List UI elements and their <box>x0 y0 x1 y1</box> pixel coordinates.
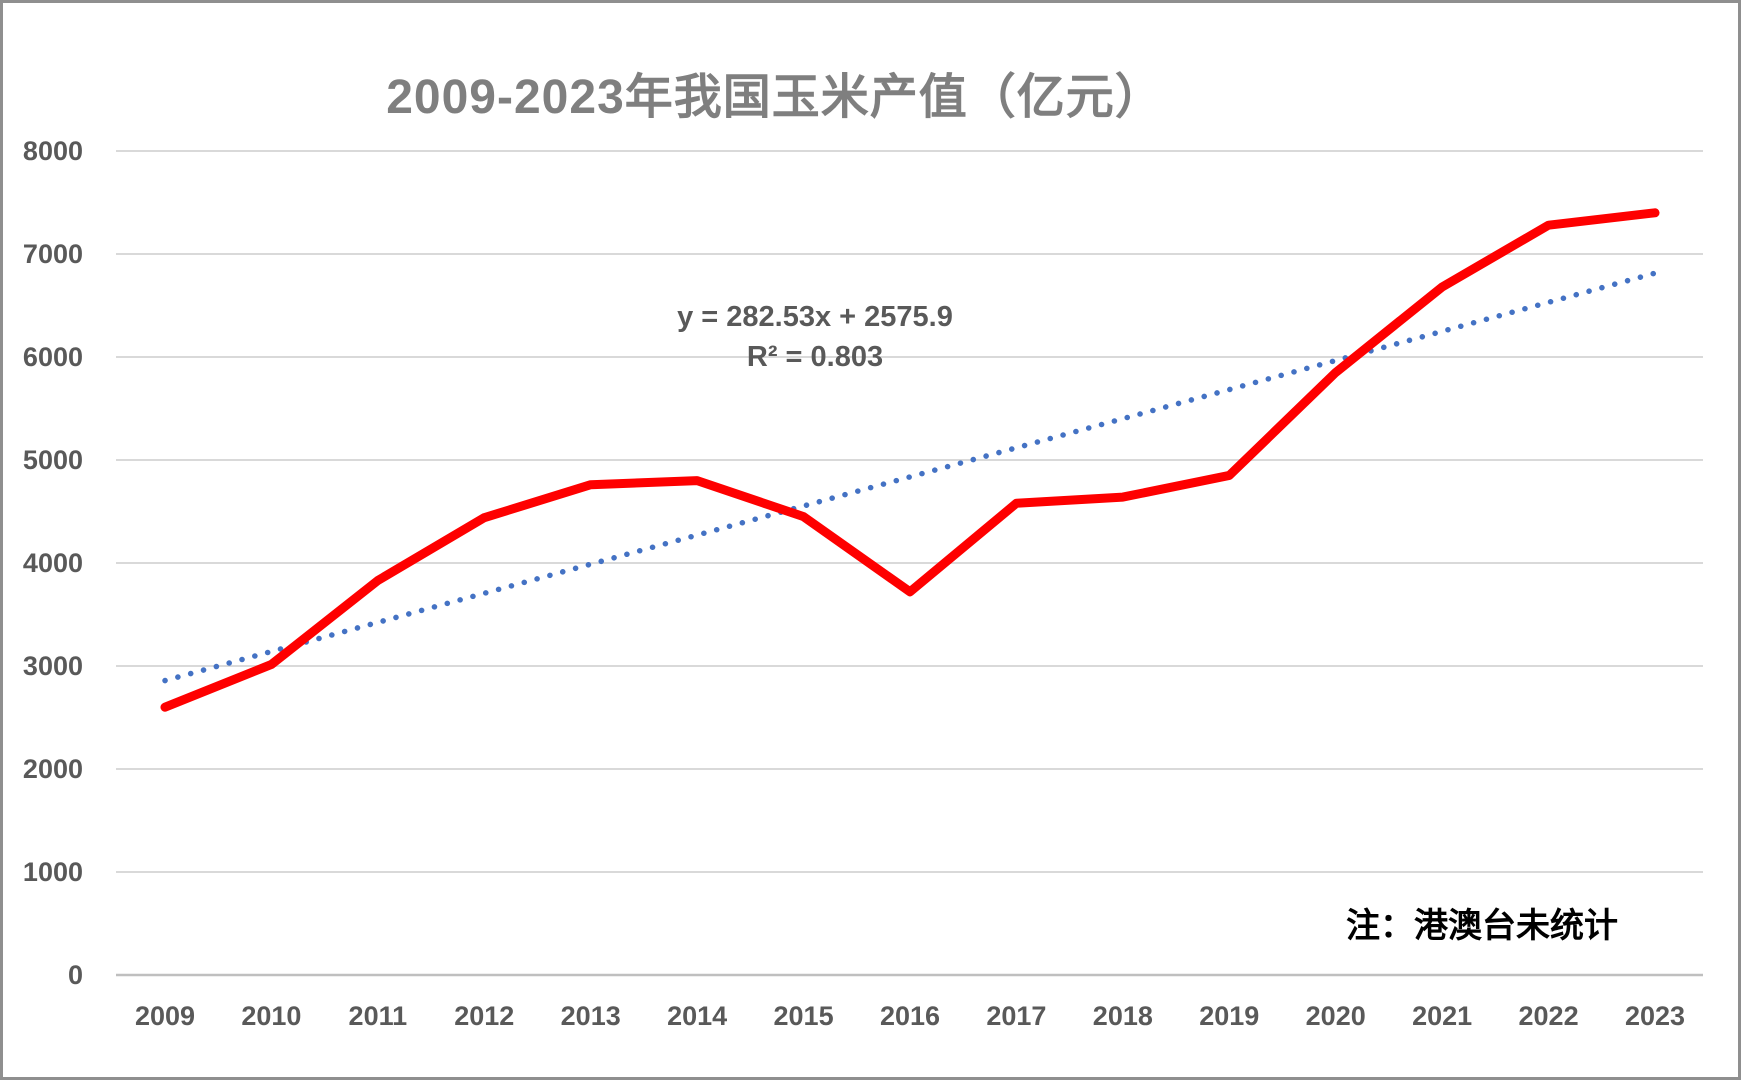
trendline-label: y = 282.53x + 2575.9 R² = 0.803 <box>677 297 953 377</box>
x-axis-tick-label: 2014 <box>667 1001 728 1031</box>
y-axis-tick-label: 6000 <box>22 342 83 372</box>
y-axis-tick-label: 8000 <box>22 136 83 166</box>
x-axis-tick-label: 2023 <box>1624 1001 1686 1031</box>
x-axis-tick-label: 2020 <box>1305 1001 1366 1031</box>
x-axis-tick-label: 2022 <box>1518 1001 1579 1031</box>
y-axis-tick-label: 5000 <box>22 445 83 475</box>
trendline <box>162 270 1658 684</box>
x-axis-tick-label: 2011 <box>348 1001 408 1031</box>
x-axis-tick-label: 2009 <box>134 1001 196 1031</box>
footnote: 注：港澳台未统计 <box>1346 907 1618 945</box>
x-axis-tick-label: 2016 <box>879 1001 941 1031</box>
x-axis-tick-label: 2010 <box>241 1001 302 1031</box>
x-axis-tick-label: 2015 <box>773 1001 834 1031</box>
x-axis-tick-label: 2018 <box>1092 1001 1153 1031</box>
trendline-r-squared-text: R² = 0.803 <box>746 341 884 373</box>
y-axis-tick-label: 4000 <box>22 548 83 578</box>
y-axis-tick-label: 1000 <box>22 857 83 887</box>
series-line <box>160 208 1660 712</box>
y-axis-tick-label: 0 <box>67 960 83 990</box>
y-axis-tick-label: 7000 <box>22 239 83 269</box>
plot-area <box>116 150 1703 977</box>
y-axis-tick-label: 2000 <box>22 754 83 784</box>
y-axis-tick-label: 3000 <box>22 651 83 681</box>
x-axis-tick-label: 2012 <box>454 1001 515 1031</box>
x-axis-tick-label: 2013 <box>560 1001 621 1031</box>
x-axis-tick-label: 2017 <box>986 1001 1047 1031</box>
chart-title: 2009-2023年我国玉米产值（亿元） <box>386 71 1164 124</box>
trendline-equation-text: y = 282.53x + 2575.9 <box>677 301 953 333</box>
x-axis-tick-label: 2021 <box>1412 1001 1473 1031</box>
x-axis-tick-label: 2019 <box>1199 1001 1260 1031</box>
